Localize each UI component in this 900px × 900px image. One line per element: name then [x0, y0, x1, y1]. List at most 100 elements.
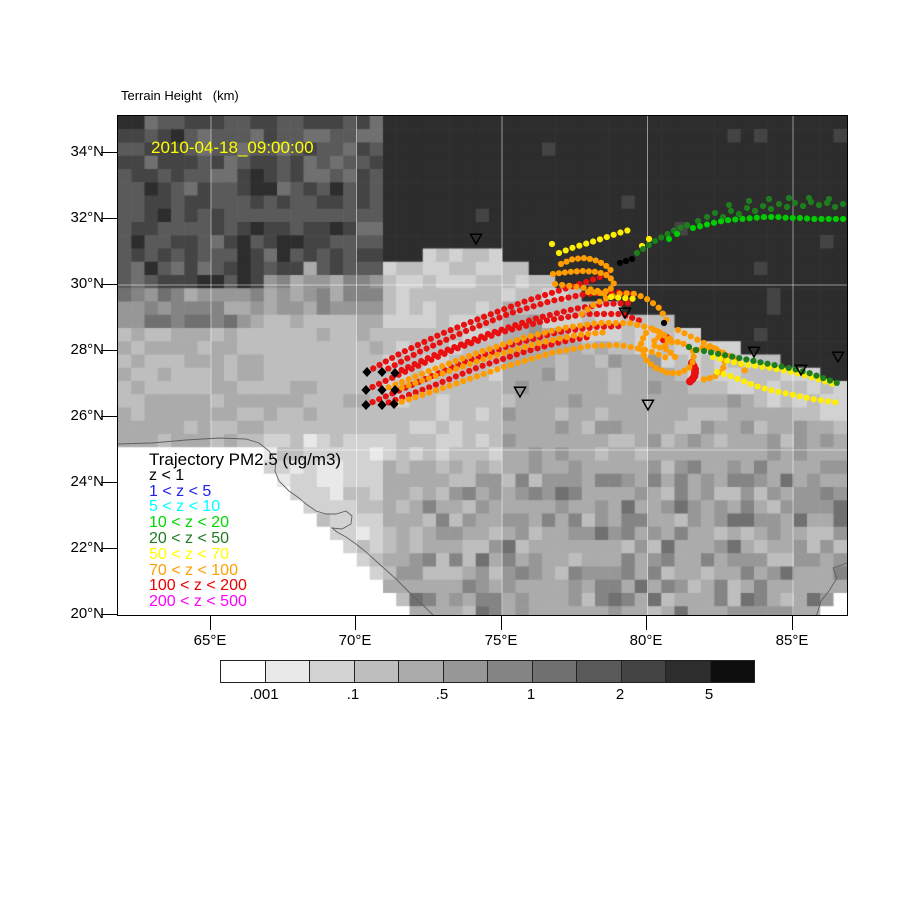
trajectory-dot-red	[441, 350, 448, 357]
trajectory-dot-red	[419, 386, 426, 393]
trajectory-dot-orange	[542, 338, 549, 345]
trajectory-dot-red	[560, 308, 567, 315]
trajectory-dot-orange	[520, 334, 527, 341]
trajectory-dot-red	[483, 319, 490, 327]
trajectory-dot-orange	[674, 326, 682, 334]
y-axis-tick	[101, 152, 117, 153]
trajectory-dot-yellow	[569, 244, 576, 251]
trajectory-dot-yellow	[782, 390, 789, 397]
x-axis-tick	[210, 615, 211, 630]
trajectory-dot-orange	[528, 355, 535, 362]
trajectory-dot-orange	[648, 361, 655, 368]
trajectory-dot-orange	[668, 338, 675, 346]
trajectory-dot-red	[522, 322, 530, 329]
trajectory-dot-red	[432, 381, 439, 388]
trajectory-dot-orange	[655, 304, 662, 311]
trajectory-dot-red	[466, 367, 473, 375]
trajectory-dot-dgreen	[664, 230, 671, 238]
y-axis-tick	[101, 218, 117, 219]
trajectory-dot-orange	[398, 384, 405, 391]
trajectory-dot-red	[404, 355, 411, 362]
trajectory-dot-red	[555, 287, 562, 294]
timestamp-label: 2010-04-18_09:00:00	[151, 138, 314, 157]
trajectory-dot-red	[421, 359, 428, 366]
trajectory-dot-dgreen	[658, 234, 665, 241]
trajectory-dot-dgreen	[820, 374, 827, 382]
trajectory-dot-orange	[596, 298, 603, 305]
trajectory-dot-orange	[689, 359, 696, 366]
trajectory-dot-red	[391, 362, 398, 369]
trajectory-dot-orange	[494, 351, 501, 358]
trajectory-dot-orange	[507, 361, 515, 369]
trajectory-dot-yellow	[723, 357, 731, 364]
trajectory-dot-red	[635, 317, 643, 324]
trajectory-dot-black	[628, 255, 636, 263]
trajectory-dot-orange	[573, 283, 580, 290]
trajectory-dot-orange	[656, 344, 663, 351]
trajectory-dot-orange	[412, 394, 419, 401]
source-marker	[377, 385, 387, 395]
trajectory-dot-orange	[652, 364, 660, 372]
trajectory-dot-red	[382, 377, 389, 384]
colorbar-cell	[443, 661, 488, 682]
site-triangle-marker	[513, 386, 527, 399]
trajectory-dot-dgreen	[765, 195, 773, 203]
trajectory-dot-orange	[432, 387, 440, 394]
colorbar-tick-label: 1	[526, 686, 536, 703]
trajectory-dot-orange	[487, 353, 494, 361]
legend-item: 100 < z < 200	[149, 577, 247, 595]
trajectory-dot-orange	[638, 340, 645, 347]
trajectory-dot-red	[513, 351, 520, 358]
trajectory-dot-orange	[667, 349, 674, 356]
trajectory-dot-orange	[627, 344, 634, 351]
trajectory-dot-green	[796, 214, 804, 222]
trajectory-dot-orange	[549, 337, 556, 344]
trajectory-dot-red	[447, 347, 455, 354]
trajectory-dot-red	[449, 333, 456, 340]
trajectory-dot-dgreen	[707, 349, 715, 356]
colorbar-cell	[399, 661, 444, 682]
trajectory-dot-orange	[630, 290, 637, 297]
trajectory-dot-orange	[527, 332, 534, 340]
trajectory-dot-orange	[555, 325, 562, 333]
colorbar-cell	[310, 661, 355, 682]
trajectory-dot-red	[615, 310, 622, 318]
site-triangle-marker	[618, 307, 632, 320]
trajectory-dot-orange	[592, 257, 599, 264]
trajectory-dot-green	[789, 214, 796, 222]
trajectory-dot-green	[768, 213, 775, 221]
trajectory-dot-red	[536, 318, 544, 326]
colorbar-tick-label: .001	[249, 686, 279, 703]
trajectory-dot-orange	[439, 384, 446, 392]
y-axis-tick	[101, 548, 117, 549]
trajectory-dot-orange	[644, 296, 651, 303]
trajectory-dot-orange	[579, 267, 586, 275]
trajectory-dot-orange	[605, 319, 612, 327]
trajectory-dot-dgreen	[783, 203, 791, 211]
trajectory-dot-orange	[655, 351, 662, 358]
trajectory-dot-red	[416, 348, 424, 355]
trajectory-dot-orange	[500, 363, 508, 371]
trajectory-dot-red	[624, 300, 631, 307]
trajectory-dot-red	[369, 399, 376, 406]
trajectory-dot-red	[421, 338, 428, 346]
trajectory-dot-green	[818, 215, 825, 223]
colorbar-tick-label: 2	[615, 686, 625, 703]
trajectory-dot-yellow	[824, 398, 832, 405]
trajectory-dot-orange	[590, 301, 597, 309]
x-axis-label: 75°E	[484, 632, 518, 649]
trajectory-dot-orange	[521, 343, 528, 351]
trajectory-dot-dgreen	[785, 364, 792, 372]
map-panel: 2010-04-18_09:00:00 Trajectory PM2.5 (ug…	[117, 115, 848, 616]
trajectory-dot-dgreen	[651, 237, 659, 245]
trajectory-dot-orange	[480, 356, 487, 363]
trajectory-dot-yellow	[548, 240, 556, 248]
trajectory-dot-orange	[591, 268, 598, 275]
colorbar-cell	[221, 661, 266, 682]
trajectory-dot-red	[370, 365, 377, 372]
trajectory-dot-orange	[466, 360, 473, 368]
trajectory-dot-yellow	[622, 295, 629, 302]
trajectory-dot-orange	[432, 372, 439, 379]
trajectory-dot-orange	[587, 286, 594, 293]
trajectory-dot-orange	[591, 342, 599, 349]
